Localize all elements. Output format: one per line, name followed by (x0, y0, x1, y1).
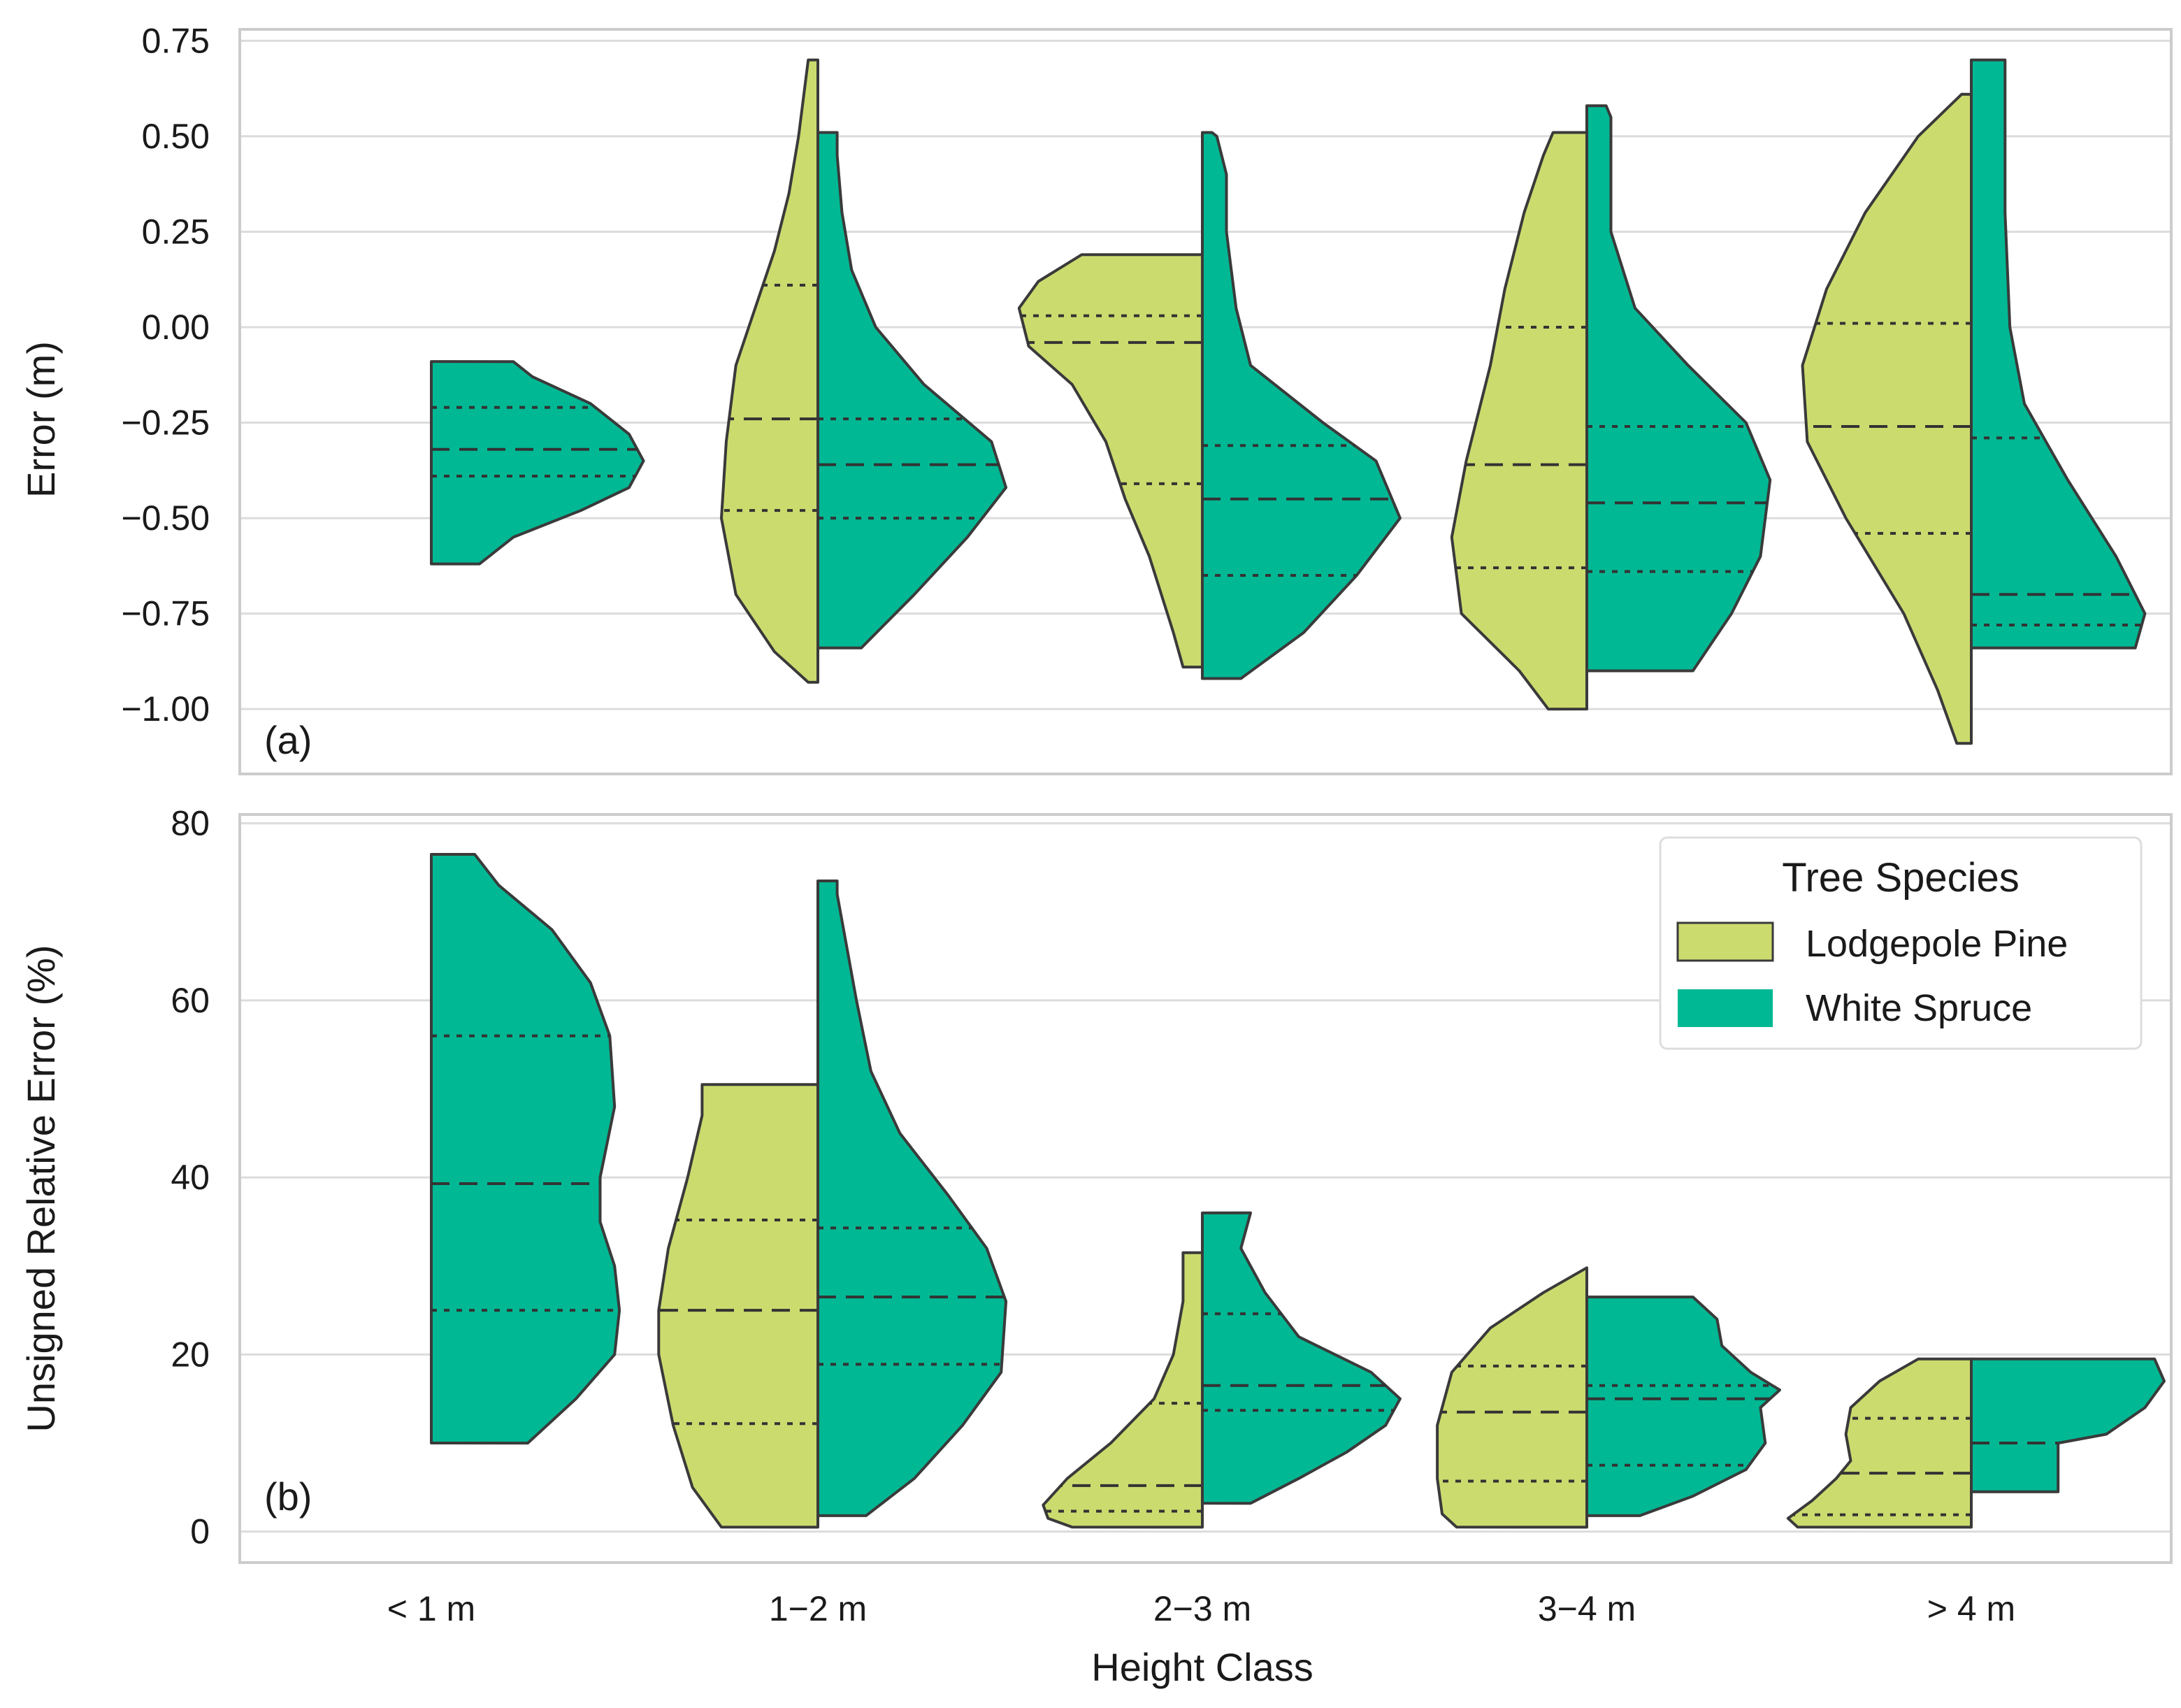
violin-body-1-2m-white-spruce (816, 131, 1008, 650)
x-tick-label-lt-1m: < 1 m (387, 1589, 475, 1628)
panel-a-y-tick-label: 0.00 (142, 308, 210, 347)
panel-a-violins (430, 58, 2147, 745)
violin-body-2-3m-lodgepole-pine (1042, 1251, 1204, 1529)
violin-body-1-2m-lodgepole-pine (720, 58, 819, 684)
panel-a-y-tick-label: −0.75 (121, 594, 210, 633)
violin-2-3m-white-spruce (1201, 131, 1402, 680)
violin-3-4m-lodgepole-pine (1436, 1266, 1588, 1529)
violin-1-2m-white-spruce (816, 131, 1008, 650)
legend: Tree Species Lodgepole Pine White Spruce (1659, 836, 2143, 1050)
violin-3-4m-white-spruce (1585, 1296, 1781, 1517)
violin-body-gt-4m-lodgepole-pine (1786, 1357, 1973, 1529)
violin-body-2-3m-lodgepole-pine (1017, 253, 1204, 669)
panel-a-y-ticks: 0.75 0.50 0.25 0.00 −0.25 −0.50 −0.75 −1.00 (121, 21, 210, 729)
violin-gt-4m-white-spruce (1970, 58, 2147, 650)
violin-gt-4m-lodgepole-pine (1786, 1357, 1973, 1529)
panel-b-frame (238, 813, 2173, 1564)
panel-a-y-tick-label: −0.25 (121, 403, 210, 443)
x-ticks: < 1 m 1−2 m 2−3 m 3−4 m > 4 m (387, 1589, 2015, 1628)
violin-body-gt-4m-white-spruce (1970, 58, 2147, 650)
violin-3-4m-white-spruce (1585, 104, 1772, 673)
violin-gt-4m-lodgepole-pine (1801, 92, 1973, 745)
legend-label-white-spruce: White Spruce (1806, 987, 2032, 1029)
violin-body-1-2m-lodgepole-pine (657, 1083, 819, 1529)
panel-a-y-tick-label: 0.25 (142, 212, 210, 251)
panel-a-label: (a) (264, 718, 312, 762)
x-tick-label-gt-4m: > 4 m (1927, 1589, 2015, 1628)
violin-body-3-4m-lodgepole-pine (1450, 131, 1588, 711)
x-tick-label-2-3m: 2−3 m (1153, 1589, 1251, 1628)
panel-b-y-tick-label: 60 (171, 981, 210, 1020)
panel-b-label: (b) (264, 1474, 312, 1519)
panel-a-y-tick-label: −0.50 (121, 498, 210, 538)
x-axis-label: Height Class (1091, 1645, 1313, 1689)
violin-body-3-4m-white-spruce (1585, 104, 1772, 673)
legend-swatch-lodgepole-pine (1676, 921, 1774, 962)
violin-body-2-3m-white-spruce (1201, 131, 1402, 680)
panel-b-y-ticks: 0 20 40 60 80 (171, 804, 210, 1551)
panel-b-y-tick-label: 0 (190, 1512, 210, 1551)
violin-body-1-2m-white-spruce (816, 879, 1008, 1517)
x-tick-label-3-4m: 3−4 m (1538, 1589, 1636, 1628)
violin-3-4m-lodgepole-pine (1450, 131, 1588, 711)
violin-body-gt-4m-white-spruce (1970, 1357, 2166, 1493)
panel-b-y-tick-label: 20 (171, 1335, 210, 1374)
x-tick-label-1-2m: 1−2 m (769, 1589, 867, 1628)
violin-body-3-4m-white-spruce (1585, 1296, 1781, 1517)
panel-a-y-axis-label: Error (m) (19, 341, 63, 498)
legend-title: Tree Species (1782, 855, 2020, 900)
legend-swatch-white-spruce (1678, 989, 1773, 1027)
violin-2-3m-lodgepole-pine (1042, 1251, 1204, 1529)
violin-body-lt-1m-white-spruce (430, 360, 645, 566)
violin-body-lt-1m-white-spruce (430, 852, 621, 1445)
legend-label-lodgepole-pine: Lodgepole Pine (1806, 923, 2068, 965)
violin-gt-4m-white-spruce (1970, 1357, 2166, 1493)
panel-a-y-tick-label: −1.00 (121, 689, 210, 729)
panel-a-y-tick-label: 0.50 (142, 117, 210, 156)
panel-b-y-tick-label: 40 (171, 1158, 210, 1197)
panel-b-violins (430, 852, 2166, 1529)
panel-b-y-tick-label: 80 (171, 804, 210, 843)
violin-2-3m-lodgepole-pine (1017, 253, 1204, 669)
panel-a-y-tick-label: 0.75 (142, 21, 210, 60)
violin-1-2m-white-spruce (816, 879, 1008, 1517)
violin-1-2m-lodgepole-pine (657, 1083, 819, 1529)
panel-b-y-axis-label: Unsigned Relative Error (%) (19, 945, 63, 1432)
violin-body-2-3m-white-spruce (1201, 1211, 1402, 1505)
violin-lt-1m-white-spruce (430, 360, 645, 566)
violin-lt-1m-white-spruce (430, 852, 621, 1445)
violin-body-3-4m-lodgepole-pine (1436, 1266, 1588, 1529)
legend-box (1659, 836, 2143, 1050)
violin-2-3m-white-spruce (1201, 1211, 1402, 1505)
panel-a-error: 0.75 0.50 0.25 0.00 −0.25 −0.50 −0.75 −1.00 (a)… (19, 21, 2173, 775)
violin-1-2m-lodgepole-pine (720, 58, 819, 684)
violin-body-gt-4m-lodgepole-pine (1801, 92, 1973, 745)
panel-a-frame (238, 28, 2173, 775)
